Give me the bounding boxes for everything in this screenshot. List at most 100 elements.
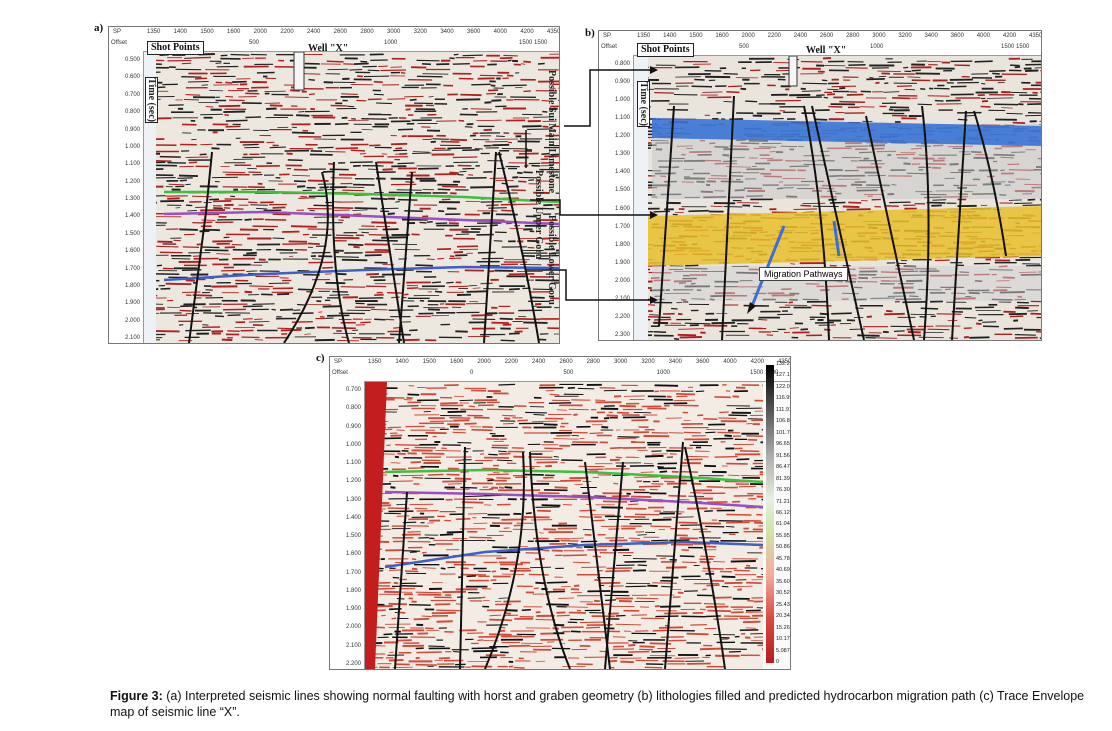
reflection [678,328,704,330]
reflection [268,282,290,284]
time-tick: 1.600 [345,551,361,558]
time-tick: 1.900 [614,259,630,266]
reflection [431,611,456,615]
reflection [233,208,244,210]
reflection [535,581,545,585]
reflection [642,543,668,546]
reflection [964,316,977,319]
sp-tick: 3200 [641,359,655,365]
time-tick: 0.700 [124,91,140,98]
reflection [181,62,192,65]
reflection [513,150,532,153]
reflection [227,314,241,317]
reflection [706,584,720,587]
reflection [520,63,526,65]
reflection [679,555,695,558]
time-tick: 1.400 [345,514,361,521]
reflection [628,644,636,647]
reflection [724,434,732,437]
reflection [518,180,527,183]
reflection [248,321,270,323]
reflection [1018,103,1024,106]
reflection [498,597,509,599]
reflection [314,288,339,290]
reflection [412,152,432,155]
reflection [396,515,410,517]
reflection [615,614,626,617]
reflection [313,216,339,218]
sp-header: SP [603,33,612,39]
reflection [502,84,527,87]
reflection [562,504,573,506]
reflection [458,119,465,122]
reflection [756,537,763,539]
colorbar-tick: 71.216 [776,498,790,505]
reflection [322,266,334,269]
reflection [391,296,400,299]
reflection [292,312,314,315]
reflection [369,144,381,147]
reflection [498,383,516,386]
reflection [566,606,589,608]
sp-tick: 1350 [147,29,161,35]
reflection [612,636,626,638]
reflection [846,93,864,96]
reflection [395,444,420,446]
reflection [981,99,989,103]
reflection [677,498,690,501]
sp-tick: 3000 [872,33,886,39]
reflection [884,205,899,207]
sp-tick: 3200 [898,33,912,39]
reflection [655,615,679,618]
reflection [374,293,384,297]
reflection [335,147,359,150]
time-tick: 1.100 [345,460,361,467]
reflection [404,293,409,296]
reflection [746,540,763,543]
reflection [652,518,672,521]
reflection [425,627,434,630]
time-tick: 2.200 [614,313,630,320]
reflection [857,334,880,337]
reflection [439,533,454,536]
reflection [418,537,430,539]
reflection [824,65,846,67]
panel-a-seismic: SP Offset 1350 1400 1500 1600 2000 2200 2400 2600… [108,26,560,344]
reflection [412,476,424,479]
fault-line [951,110,967,340]
reflection [447,147,472,150]
reflection [927,95,950,97]
sp-tick: 3400 [924,33,938,39]
reflection [535,279,559,282]
reflection [756,495,763,498]
reflection [699,560,711,564]
reflection [185,94,201,96]
colorbar-tick: 30.521 [776,590,790,597]
reflection [532,207,555,210]
figure-caption: Figure 3: (a) Interpreted seismic lines … [110,688,1100,720]
reflection [723,100,733,103]
colorbar: 132.259 127.172 122.085 116.998 111.911 106.8… [765,361,790,666]
sp-tick: 1500 [200,29,214,35]
reflection [178,174,198,178]
reflection [615,623,642,626]
reflection [498,450,507,453]
reflection [473,522,488,525]
reflection [543,549,550,552]
reflection [555,176,559,179]
reflection [705,431,716,434]
reflection [428,96,434,98]
blue-limestone-fill [652,118,1041,146]
migration-pathways-label: Migration Pathways [759,267,848,281]
time-tick: 2.100 [614,295,630,302]
reflection [969,336,990,339]
reflection [353,213,362,215]
panel-b-section [634,56,1041,340]
reflection [179,309,192,312]
reflection [489,177,507,179]
shot-points-label-b: Shot Points [637,43,694,57]
reflection [254,339,264,341]
reflection [336,256,359,258]
time-tick: 0.600 [124,74,140,81]
offset-header: Offset [601,44,617,50]
